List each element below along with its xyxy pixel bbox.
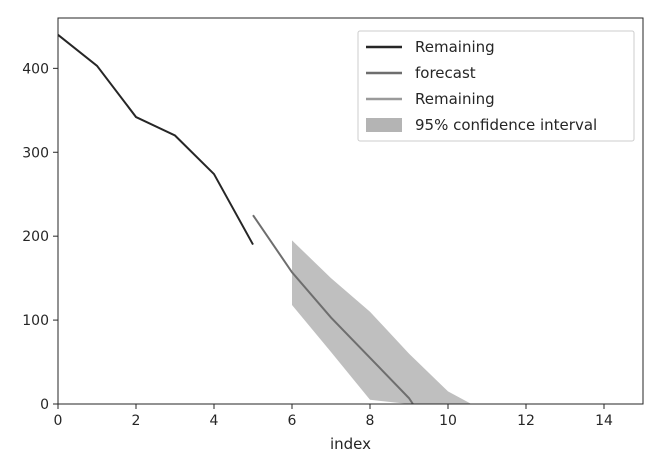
x-tick-label: 2: [132, 413, 141, 429]
x-tick-label: 8: [366, 413, 375, 429]
x-tick-label: 4: [210, 413, 219, 429]
y-tick-label: 100: [22, 313, 49, 329]
legend-label: Remaining: [415, 38, 495, 56]
x-axis-label: index: [330, 435, 371, 453]
legend-label: 95% confidence interval: [415, 116, 597, 134]
x-tick-label: 12: [517, 413, 535, 429]
x-tick-label: 14: [595, 413, 613, 429]
y-tick-label: 0: [40, 397, 49, 413]
x-tick-label: 6: [288, 413, 297, 429]
legend-box: [357, 30, 635, 142]
legend-swatch: [366, 118, 402, 132]
ticks-layer: 0 2 4 6 8 10 12 14 0 100 200 300 400: [22, 61, 613, 429]
axes-frame: [57, 17, 644, 405]
confidence-band: [292, 240, 472, 404]
series-layer: [57, 34, 414, 405]
series-line-0: [57, 34, 254, 246]
x-tick-label: 0: [54, 413, 63, 429]
confidence-band-layer: [292, 240, 472, 404]
series-line-1: [252, 214, 414, 405]
y-tick-label: 300: [22, 145, 49, 161]
y-tick-label: 400: [22, 61, 49, 77]
legend: Remaining forecast Remaining 95% confidence…: [357, 30, 635, 142]
y-tick-label: 200: [22, 229, 49, 245]
legend-label: Remaining: [415, 90, 495, 108]
x-tick-label: 10: [439, 413, 457, 429]
legend-label: forecast: [415, 64, 476, 82]
